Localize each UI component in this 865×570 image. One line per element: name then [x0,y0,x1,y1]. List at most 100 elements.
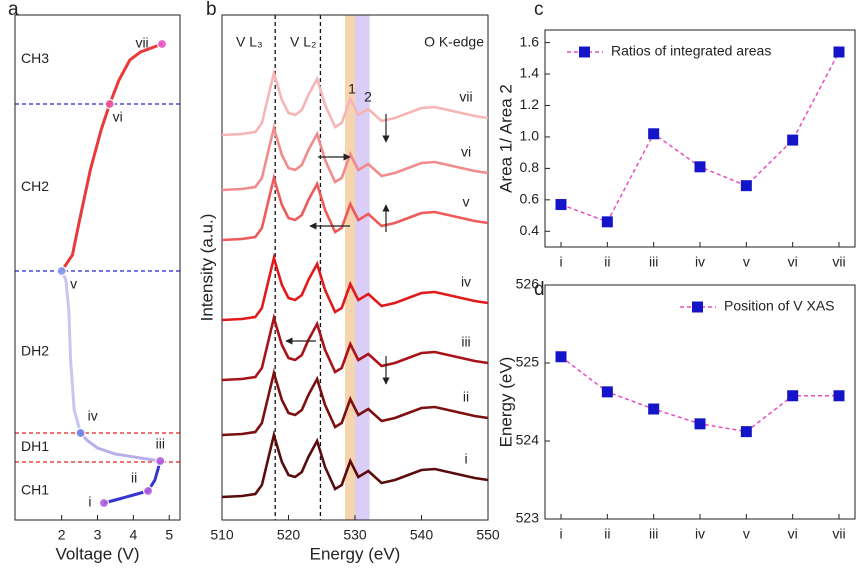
x-tick-label: 5 [165,527,173,543]
x-tick-label: iii [649,254,658,270]
x-tick-label: 520 [277,527,301,543]
curve [103,460,162,505]
marker [787,134,799,146]
point-label: vii [135,35,148,51]
marker [555,351,567,363]
band [355,15,370,520]
x-tick-label: iii [649,526,658,542]
state-point [156,38,168,50]
x-tick-label: 4 [129,527,137,543]
x-axis-label: Energy (eV) [310,544,401,563]
y-axis-label: Area 1/ Area 2 [496,84,515,193]
annotation: V L₂ [290,34,316,50]
state-point [155,455,166,467]
x-tick-label: 510 [210,527,234,543]
x-tick-label: 3 [94,527,102,543]
series-label: ii [463,389,469,405]
x-tick-label: ii [604,254,610,270]
series-label: vi [461,144,471,160]
legend-marker [579,46,590,58]
series-line [221,367,489,437]
y-tick-label: 524 [516,432,540,448]
x-tick-label: iv [695,254,705,270]
x-tick-label: iv [695,526,705,542]
y-tick-label: 1.6 [520,33,540,49]
x-axis-label: Voltage (V) [55,544,139,563]
series-label: v [463,194,470,210]
series-label: iv [461,274,471,290]
curve [60,270,83,434]
x-tick-label: v [743,254,750,270]
state-point [75,427,86,439]
legend-marker [692,301,703,313]
series-line [221,252,489,322]
curve [60,103,112,272]
x-tick-label: i [559,254,562,270]
series-line [221,429,489,499]
marker [833,46,845,58]
x-tick-label: 2 [58,527,66,543]
panel-letter: b [206,0,217,20]
y-tick-label: 526 [516,276,540,292]
annotation: O K-edge [424,34,484,50]
state-point [142,485,154,497]
region-label: CH2 [21,178,49,194]
y-tick-label: 1.4 [520,65,540,81]
y-tick-label: 0.8 [520,159,540,175]
series-line [221,122,489,192]
x-tick-label: 550 [476,527,500,543]
state-point [56,265,67,277]
marker [601,216,613,228]
annotation: 2 [364,89,372,105]
x-tick-label: vii [832,526,845,542]
series-label: iii [461,334,470,350]
point-label: iii [156,436,165,452]
point-label: v [70,276,77,292]
y-tick-label: 523 [516,510,540,526]
panel-letter: d [534,279,545,300]
series-label: vii [459,89,472,105]
x-tick-label: vi [788,526,798,542]
series-label: i [464,451,467,467]
point-label: iv [88,408,98,424]
state-point [98,497,110,509]
marker [648,128,660,140]
annotation: 1 [348,81,356,97]
marker [648,403,660,415]
y-tick-label: 0.6 [520,191,540,207]
x-tick-label: vii [832,254,845,270]
state-point [104,98,115,110]
point-label: vi [113,109,123,125]
y-axis-label: Energy (eV) [496,357,515,448]
marker [694,161,706,173]
marker [787,390,799,402]
y-tick-label: 525 [516,354,540,370]
marker [555,199,567,211]
x-tick-label: i [559,526,562,542]
series-line [221,312,489,382]
y-tick-label: 0.4 [520,222,540,238]
marker [694,418,706,430]
curve [108,42,163,105]
marker [740,180,752,192]
panel-letter: a [8,0,19,20]
marker [601,386,613,398]
x-tick-label: 540 [410,527,434,543]
curve [79,432,161,463]
legend-label: Position of V XAS [724,298,835,314]
marker [833,390,845,402]
region-label: DH2 [21,343,49,359]
arrows [285,114,390,385]
y-tick-label: 1.0 [520,128,540,144]
region-label: CH1 [21,482,49,498]
plot-frame [544,29,856,248]
x-tick-label: vi [788,254,798,270]
region-label: CH3 [21,50,49,66]
y-tick-label: 1.2 [520,96,540,112]
x-tick-label: ii [604,526,610,542]
point-label: ii [131,470,137,486]
legend-label: Ratios of integrated areas [611,43,771,59]
x-tick-label: 530 [343,527,367,543]
annotation: V L₃ [236,34,263,50]
